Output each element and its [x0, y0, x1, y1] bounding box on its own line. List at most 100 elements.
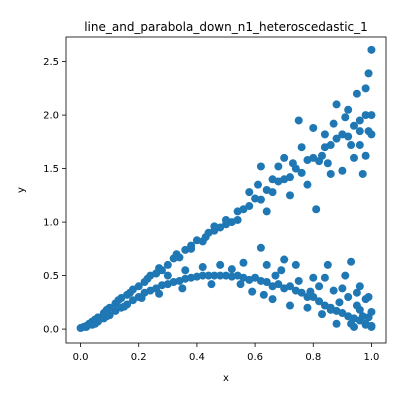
x-tick-label: 0.8	[305, 352, 321, 363]
x-tick-label: 0.2	[131, 352, 147, 363]
data-point-line-62	[338, 166, 347, 175]
data-point-parabola-72	[341, 271, 350, 280]
data-point-line-48	[355, 116, 364, 125]
data-point-line-68	[364, 69, 373, 78]
data-point-parabola-99	[102, 312, 111, 321]
data-point-parabola-101	[347, 319, 356, 328]
data-point-line-76	[233, 215, 242, 224]
data-point-line-51	[256, 162, 265, 171]
x-axis-label: x	[223, 373, 229, 384]
data-point-parabola-23	[216, 271, 225, 280]
data-point-parabola-96	[155, 289, 164, 298]
data-point-line-15	[163, 260, 172, 269]
data-point-parabola-66	[320, 273, 329, 282]
data-point-line-64	[350, 153, 358, 162]
y-tick-label: 2.0	[43, 111, 59, 122]
data-point-parabola-60	[280, 255, 289, 264]
data-point-line-53	[280, 153, 289, 162]
data-point-parabola-35	[286, 282, 294, 291]
data-point-parabola-87	[306, 287, 315, 296]
data-point-parabola-92	[248, 287, 257, 296]
data-point-parabola-63	[303, 303, 312, 312]
x-tick-label: 0.6	[247, 352, 263, 363]
data-point-line-36	[286, 173, 294, 182]
data-point-parabola-84	[352, 288, 361, 297]
data-point-parabola-21	[204, 271, 213, 280]
data-point-line-49	[361, 111, 370, 120]
data-point-parabola-103	[364, 313, 373, 322]
data-point-line-46	[344, 132, 353, 141]
data-point-line-33	[268, 188, 277, 197]
data-point-line-91	[268, 175, 277, 184]
data-point-line-65	[355, 141, 364, 150]
data-point-line-83	[143, 274, 152, 283]
data-point-parabola-95	[178, 284, 187, 293]
data-point-parabola-80	[364, 292, 373, 301]
data-point-parabola-90	[271, 271, 280, 280]
data-point-line-60	[326, 169, 335, 178]
data-point-line-50	[367, 111, 376, 120]
data-point-line-38	[297, 168, 306, 177]
data-point-parabola-65	[315, 282, 324, 291]
y-tick-label: 2.5	[43, 57, 59, 68]
data-point-line-94	[329, 119, 338, 128]
data-point-parabola-91	[259, 290, 268, 299]
data-point-parabola-88	[294, 276, 303, 285]
data-point-parabola-8	[128, 296, 137, 305]
data-point-parabola-86	[318, 310, 326, 319]
x-axis-ticks: 0.0 0.2 0.4 0.6 0.8 1.0	[73, 343, 379, 363]
data-point-line-63	[344, 105, 353, 114]
data-point-line-54	[286, 191, 294, 200]
y-axis-ticks: 0.0 0.5 1.0 1.5 2.0 2.5	[43, 57, 66, 336]
data-point-parabola-31	[262, 278, 271, 287]
data-point-parabola-93	[236, 280, 245, 289]
data-point-line-40	[309, 153, 318, 162]
data-point-line-84	[126, 288, 134, 297]
y-tick-label: 0.0	[43, 325, 59, 336]
data-point-parabola-64	[309, 273, 318, 282]
data-point-parabola-51	[163, 271, 172, 280]
data-point-parabola-22	[210, 271, 219, 280]
data-point-parabola-55	[227, 265, 236, 274]
chart-title: line_and_parabola_down_n1_heteroscedasti…	[84, 20, 368, 34]
data-point-parabola-20	[198, 271, 207, 280]
data-point-line-28	[239, 205, 248, 214]
data-point-line-72	[323, 159, 332, 168]
data-point-parabola-53	[198, 263, 207, 272]
data-point-line-99	[367, 130, 376, 139]
data-point-parabola-5	[111, 306, 120, 315]
data-point-line-58	[312, 205, 321, 214]
data-point-line-92	[288, 159, 297, 168]
data-point-line-66	[358, 169, 367, 178]
data-point-line-56	[303, 180, 312, 189]
data-point-parabola-83	[361, 320, 370, 329]
x-tick-label: 0.4	[189, 352, 205, 363]
y-axis-label: y	[16, 187, 27, 193]
data-point-line-10	[134, 282, 143, 291]
data-point-line-31	[256, 195, 265, 204]
data-point-parabola-70	[332, 319, 341, 328]
data-point-parabola-89	[277, 266, 286, 275]
data-point-line-57	[309, 123, 318, 132]
data-point-line-43	[326, 141, 335, 150]
data-point-parabola-61	[286, 301, 294, 310]
data-point-parabola-85	[335, 298, 344, 307]
data-point-line-61	[332, 100, 341, 109]
y-tick-label: 0.5	[43, 271, 59, 282]
data-point-parabola-102	[355, 305, 364, 314]
data-point-parabola-67	[323, 260, 332, 269]
data-point-parabola-77	[355, 282, 364, 291]
data-point-parabola-29	[251, 273, 260, 282]
data-point-line-59	[320, 130, 329, 139]
data-point-parabola-69	[329, 286, 338, 295]
data-point-parabola-73	[344, 292, 353, 301]
data-point-line-69	[367, 45, 376, 54]
data-point-parabola-52	[181, 266, 190, 275]
data-point-parabola-50	[152, 269, 161, 278]
data-point-line-29	[245, 202, 254, 211]
data-point-line-79	[201, 233, 210, 242]
data-point-line-90	[254, 180, 262, 189]
data-point-parabola-54	[216, 260, 225, 269]
